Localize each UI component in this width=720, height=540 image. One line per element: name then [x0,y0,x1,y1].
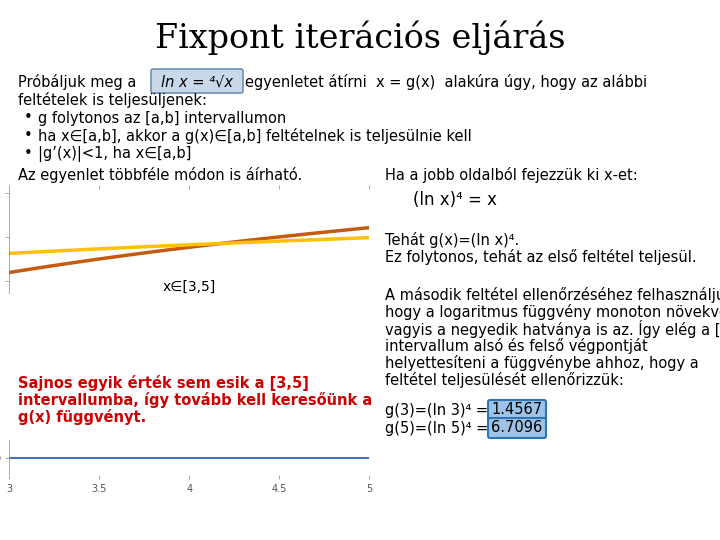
Text: intervallum alsó és felső végpontját: intervallum alsó és felső végpontját [385,338,648,354]
Text: g(5)=(ln 5)⁴ =: g(5)=(ln 5)⁴ = [385,421,488,435]
Text: Az egyenlet többféle módon is áírható.: Az egyenlet többféle módon is áírható. [18,167,302,183]
Text: Sajnos egyik érték sem esik a [3,5]: Sajnos egyik érték sem esik a [3,5] [18,375,309,391]
Text: 6.7096: 6.7096 [491,421,543,435]
Text: hogy a logaritmus függvény monoton növekvő,: hogy a logaritmus függvény monoton növek… [385,304,720,320]
Text: egyenletet átírni  x = g(x)  alakúra úgy, hogy az alábbi: egyenletet átírni x = g(x) alakúra úgy, … [245,74,647,90]
Text: Ez folytonos, tehát az első feltétel teljesül.: Ez folytonos, tehát az első feltétel tel… [385,249,697,265]
Text: x∈[3,5]: x∈[3,5] [163,280,216,294]
Text: •: • [24,146,32,161]
FancyBboxPatch shape [151,69,243,93]
Text: Próbáljuk meg a: Próbáljuk meg a [18,74,136,90]
Text: (ln x)⁴ = x: (ln x)⁴ = x [413,191,497,209]
Text: |g’(x)|<1, ha x∈[a,b]: |g’(x)|<1, ha x∈[a,b] [38,146,192,162]
Text: helyettesíteni a függvénybe ahhoz, hogy a: helyettesíteni a függvénybe ahhoz, hogy … [385,355,698,371]
Text: A második feltétel ellenőrzéséhez felhasználjuk,: A második feltétel ellenőrzéséhez felhas… [385,287,720,303]
Text: •: • [24,129,32,144]
FancyBboxPatch shape [488,400,546,420]
Text: ln x = ⁴√x: ln x = ⁴√x [161,75,233,90]
Text: intervallumba, így tovább kell keresőünk a: intervallumba, így tovább kell keresőünk… [18,392,372,408]
FancyBboxPatch shape [488,418,546,438]
Text: •: • [24,111,32,125]
Text: g(3)=(ln 3)⁴ =: g(3)=(ln 3)⁴ = [385,402,488,417]
Text: Tehát g(x)=(ln x)⁴.: Tehát g(x)=(ln x)⁴. [385,232,519,248]
Text: 1.4567: 1.4567 [492,402,543,417]
Text: vagyis a negyedik hatványa is az. Így elég a [3, 5]: vagyis a negyedik hatványa is az. Így el… [385,320,720,338]
Text: Ha a jobb oldalból fejezzük ki x-et:: Ha a jobb oldalból fejezzük ki x-et: [385,167,638,183]
Text: g folytonos az [a,b] intervallumon: g folytonos az [a,b] intervallumon [38,111,287,125]
Text: g(x) függvényt.: g(x) függvényt. [18,409,146,425]
Text: ha x∈[a,b], akkor a g(x)∈[a,b] feltételnek is teljesülnie kell: ha x∈[a,b], akkor a g(x)∈[a,b] feltételn… [38,128,472,144]
Text: Fixpont iterációs eljárás: Fixpont iterációs eljárás [155,21,565,55]
Text: feltétel teljesülését ellenőrizzük:: feltétel teljesülését ellenőrizzük: [385,372,624,388]
Text: feltételek is teljesüljenek:: feltételek is teljesüljenek: [18,92,207,108]
